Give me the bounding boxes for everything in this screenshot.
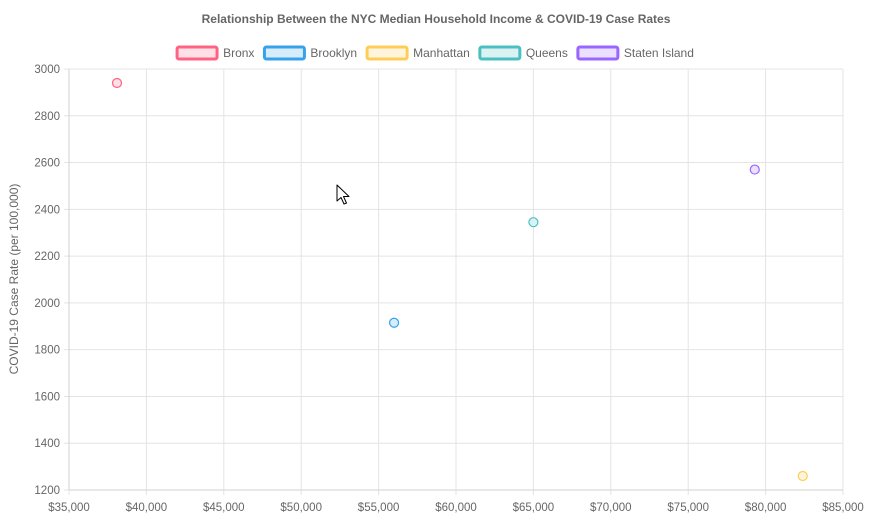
- legend-swatch: [262, 45, 306, 61]
- x-tick-label: $75,000: [667, 502, 709, 514]
- x-tick-label: $60,000: [435, 502, 477, 514]
- y-tick-label: 1800: [34, 345, 60, 357]
- y-axis-label: COVID-19 Case Rate (per 100,000): [7, 184, 21, 375]
- chart-title: Relationship Between the NYC Median Hous…: [202, 12, 671, 26]
- x-tick-label: $40,000: [126, 502, 168, 514]
- chart-grid: [64, 68, 844, 495]
- legend-label: Brooklyn: [310, 46, 357, 60]
- y-tick-label: 2800: [34, 111, 60, 123]
- y-tick-label: 2200: [34, 251, 60, 263]
- legend-swatch: [175, 45, 219, 61]
- legend-label: Staten Island: [624, 46, 694, 60]
- x-tick-label: $65,000: [513, 502, 555, 514]
- chart-legend[interactable]: Bronx Brooklyn Manhattan Queens Staten Islan…: [175, 45, 694, 61]
- legend-label: Queens: [526, 46, 568, 60]
- y-tick-label: 2000: [34, 298, 60, 310]
- x-tick-label: $80,000: [745, 502, 787, 514]
- y-tick-label: 1600: [34, 391, 60, 403]
- data-point-manhattan: [797, 470, 808, 482]
- y-tick-label: 2400: [34, 204, 60, 216]
- y-axis-ticks: 3000 2800 2600 2400 2200 2000 1800 1600 1400 1200: [34, 64, 60, 497]
- data-point-queens: [528, 217, 539, 228]
- data-point-bronx: [111, 77, 123, 89]
- x-tick-label: $35,000: [48, 502, 90, 514]
- legend-item[interactable]: Bronx: [175, 45, 254, 61]
- legend-label: Bronx: [223, 46, 254, 60]
- data-point-brooklyn: [388, 317, 400, 328]
- legend-item[interactable]: Brooklyn: [262, 45, 357, 61]
- data-point-staten-island: [749, 164, 760, 175]
- legend-item[interactable]: Staten Island: [576, 45, 694, 61]
- legend-item[interactable]: Manhattan: [365, 45, 470, 61]
- y-tick-label: 1400: [34, 438, 60, 450]
- data-points: [111, 77, 808, 482]
- x-tick-label: $55,000: [358, 502, 400, 514]
- mouse-pointer-icon: [336, 184, 350, 205]
- legend-item[interactable]: Queens: [478, 45, 568, 61]
- legend-swatch: [365, 45, 409, 61]
- x-tick-label: $50,000: [280, 502, 322, 514]
- y-tick-label: 1200: [34, 485, 60, 497]
- x-tick-label: $45,000: [203, 502, 245, 514]
- x-tick-label: $85,000: [822, 502, 864, 514]
- y-tick-label: 2600: [34, 158, 60, 170]
- legend-label: Manhattan: [413, 46, 470, 60]
- y-tick-label: 3000: [34, 64, 60, 76]
- legend-swatch: [478, 45, 522, 61]
- legend-swatch: [576, 45, 620, 61]
- x-tick-label: $70,000: [590, 502, 632, 514]
- x-axis-ticks: $35,000 $40,000 $45,000 $50,000 $55,000 $60,0…: [48, 502, 864, 514]
